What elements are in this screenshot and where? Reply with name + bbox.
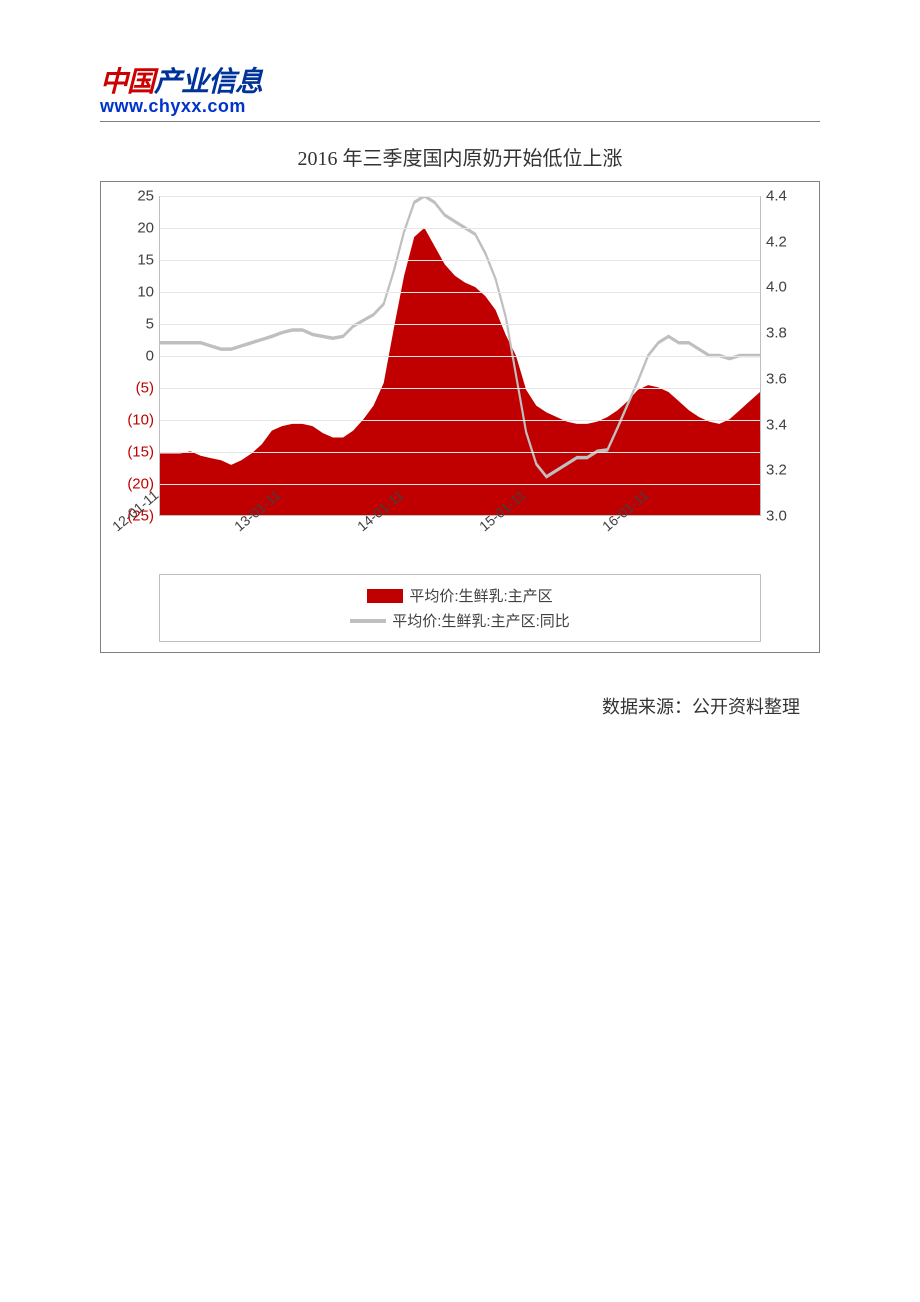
logo-cn-blue: 产业信息 <box>154 66 262 97</box>
x-axis-labels: 12-01-1113-01-1114-01-1115-01-1116-01-11 <box>159 516 761 568</box>
y-right-tick: 4.4 <box>766 188 787 205</box>
y-right-tick: 3.4 <box>766 416 787 433</box>
y-right-tick: 4.0 <box>766 279 787 296</box>
y-left-tick: 10 <box>137 284 154 301</box>
y-left-tick: 20 <box>137 220 154 237</box>
y-right-tick: 4.2 <box>766 233 787 250</box>
y-right-tick: 3.0 <box>766 508 787 525</box>
y-left-tick: 25 <box>137 188 154 205</box>
legend-row-line: 平均价:生鲜乳:主产区:同比 <box>170 608 750 633</box>
legend-label-area: 平均价:生鲜乳:主产区 <box>409 585 552 606</box>
logo-block: 中国产业信息 www.chyxx.com <box>100 60 820 122</box>
legend-label-line: 平均价:生鲜乳:主产区:同比 <box>392 610 570 631</box>
legend-row-area: 平均价:生鲜乳:主产区 <box>170 583 750 608</box>
logo-url: www.chyxx.com <box>100 96 820 117</box>
logo-cn-red: 中国 <box>100 66 154 97</box>
legend-swatch-area <box>367 589 403 603</box>
area-series <box>160 228 760 515</box>
y-left-tick: 15 <box>137 252 154 269</box>
y-left-tick: 0 <box>146 348 154 365</box>
y-right-tick: 3.8 <box>766 325 787 342</box>
y-right-tick: 3.2 <box>766 462 787 479</box>
plot-area: 2520151050(5)(10)(15)(20)(25)4.44.24.03.… <box>159 196 761 516</box>
chart-title: 2016 年三季度国内原奶开始低位上涨 <box>100 142 820 171</box>
legend: 平均价:生鲜乳:主产区 平均价:生鲜乳:主产区:同比 <box>159 574 761 642</box>
y-left-tick: 5 <box>146 316 154 333</box>
y-left-tick: (5) <box>136 380 154 397</box>
chart-frame: 2520151050(5)(10)(15)(20)(25)4.44.24.03.… <box>100 181 820 653</box>
plot-wrap: 2520151050(5)(10)(15)(20)(25)4.44.24.03.… <box>115 196 805 568</box>
legend-swatch-line <box>350 619 386 623</box>
y-right-tick: 3.6 <box>766 370 787 387</box>
data-source: 数据来源：公开资料整理 <box>100 693 820 719</box>
y-left-tick: (10) <box>127 412 154 429</box>
y-left-tick: (15) <box>127 444 154 461</box>
logo-cn: 中国产业信息 <box>100 60 820 100</box>
